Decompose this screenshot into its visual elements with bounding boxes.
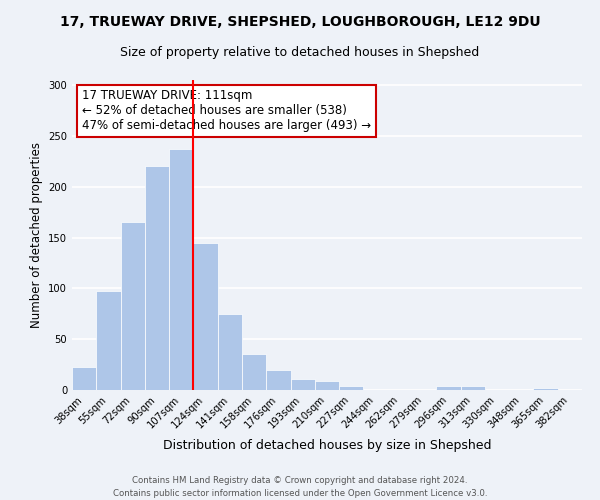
Bar xyxy=(315,381,339,390)
Bar xyxy=(266,370,290,390)
Bar xyxy=(169,149,193,390)
Bar xyxy=(436,386,461,390)
Y-axis label: Number of detached properties: Number of detached properties xyxy=(29,142,43,328)
Bar xyxy=(96,292,121,390)
Bar xyxy=(72,366,96,390)
Bar xyxy=(121,222,145,390)
Text: Contains HM Land Registry data © Crown copyright and database right 2024.
Contai: Contains HM Land Registry data © Crown c… xyxy=(113,476,487,498)
Bar xyxy=(145,166,169,390)
Text: Size of property relative to detached houses in Shepshed: Size of property relative to detached ho… xyxy=(121,46,479,59)
X-axis label: Distribution of detached houses by size in Shepshed: Distribution of detached houses by size … xyxy=(163,439,491,452)
Bar xyxy=(290,379,315,390)
Text: 17, TRUEWAY DRIVE, SHEPSHED, LOUGHBOROUGH, LE12 9DU: 17, TRUEWAY DRIVE, SHEPSHED, LOUGHBOROUG… xyxy=(59,15,541,29)
Bar xyxy=(461,386,485,390)
Bar xyxy=(242,354,266,390)
Bar xyxy=(339,386,364,390)
Bar xyxy=(193,242,218,390)
Bar xyxy=(533,388,558,390)
Bar xyxy=(218,314,242,390)
Text: 17 TRUEWAY DRIVE: 111sqm
← 52% of detached houses are smaller (538)
47% of semi-: 17 TRUEWAY DRIVE: 111sqm ← 52% of detach… xyxy=(82,90,371,132)
